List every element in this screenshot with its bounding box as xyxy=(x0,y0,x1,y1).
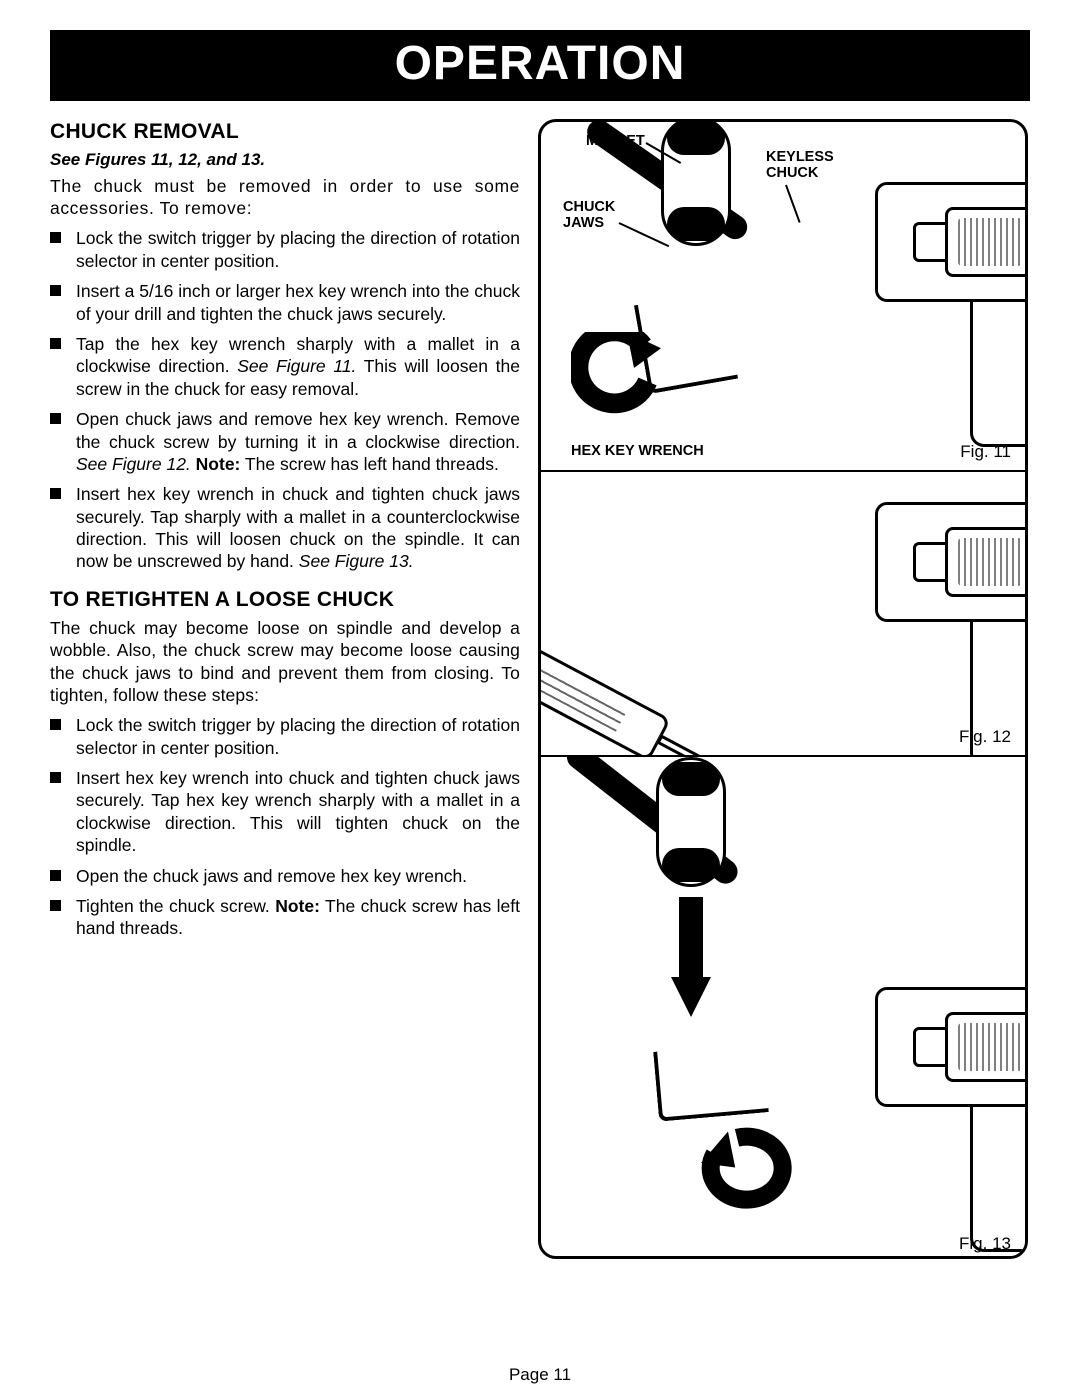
removal-steps-list: Lock the switch trigger by placing the d… xyxy=(50,227,520,572)
figure-number-label: Fig. 13 xyxy=(959,1234,1011,1254)
text-run: Open chuck jaws and remove hex key wrenc… xyxy=(76,409,520,451)
list-item: Tap the hex key wrench sharply with a ma… xyxy=(50,333,520,400)
two-column-layout: CHUCK REMOVAL See Figures 11, 12, and 13… xyxy=(50,119,1030,1259)
figure-ref: See Figure 13. xyxy=(299,551,414,571)
list-item: Insert hex key wrench in chuck and tight… xyxy=(50,483,520,573)
text-run: Tighten the chuck screw. xyxy=(76,896,275,916)
callout-keyless-chuck: KEYLESS CHUCK xyxy=(766,150,846,182)
text-run: The screw has left hand threads. xyxy=(240,454,498,474)
rotation-arrow-icon xyxy=(571,332,661,422)
rotation-arrow-icon xyxy=(691,1127,801,1217)
see-figures-ref: See Figures 11, 12, and 13. xyxy=(50,149,520,171)
mallet-head-illustration xyxy=(656,757,726,887)
figure-frame: MALLET KEYLESS CHUCK CHUCK JAWS HEX KEY … xyxy=(538,119,1028,1259)
heading-retighten: TO RETIGHTEN A LOOSE CHUCK xyxy=(50,587,520,614)
text-column: CHUCK REMOVAL See Figures 11, 12, and 13… xyxy=(50,119,520,1259)
list-item: Lock the switch trigger by placing the d… xyxy=(50,714,520,759)
down-arrow-icon xyxy=(671,897,711,1017)
leader-line xyxy=(785,185,801,223)
figure-column: MALLET KEYLESS CHUCK CHUCK JAWS HEX KEY … xyxy=(538,119,1030,1259)
figure-number-label: Fig. 11 xyxy=(960,442,1011,462)
figure-number-label: Fig. 12 xyxy=(959,727,1011,747)
list-item: Insert a 5/16 inch or larger hex key wre… xyxy=(50,280,520,325)
callout-chuck-jaws: CHUCK JAWS xyxy=(563,200,633,232)
list-item: Open the chuck jaws and remove hex key w… xyxy=(50,865,520,887)
figure-ref: See Figure 11. xyxy=(237,356,356,376)
figure-panel-13: Fig. 13 xyxy=(541,757,1025,1259)
heading-chuck-removal: CHUCK REMOVAL xyxy=(50,119,520,146)
figure-ref: See Figure 12. xyxy=(76,454,191,474)
callout-mallet: MALLET xyxy=(586,134,645,150)
mallet-head-illustration xyxy=(661,122,731,246)
intro-paragraph: The chuck may become loose on spindle an… xyxy=(50,617,520,707)
intro-paragraph: The chuck must be removed in order to us… xyxy=(50,175,520,220)
page-number: Page 11 xyxy=(0,1365,1080,1385)
list-item: Lock the switch trigger by placing the d… xyxy=(50,227,520,272)
list-item: Open chuck jaws and remove hex key wrenc… xyxy=(50,408,520,475)
screwdriver-illustration xyxy=(541,635,671,757)
callout-hex-key: HEX KEY WRENCH xyxy=(571,444,704,460)
figure-panel-11: MALLET KEYLESS CHUCK CHUCK JAWS HEX KEY … xyxy=(541,122,1025,472)
leader-line xyxy=(619,222,670,247)
figure-panel-12: Fig. 12 xyxy=(541,472,1025,757)
section-banner: OPERATION xyxy=(50,30,1030,101)
retighten-steps-list: Lock the switch trigger by placing the d… xyxy=(50,714,520,940)
list-item: Insert hex key wrench into chuck and tig… xyxy=(50,767,520,857)
note-label: Note: xyxy=(275,896,320,916)
note-label: Note: xyxy=(191,454,241,474)
hex-key-illustration xyxy=(653,1042,769,1121)
list-item: Tighten the chuck screw. Note: The chuck… xyxy=(50,895,520,940)
